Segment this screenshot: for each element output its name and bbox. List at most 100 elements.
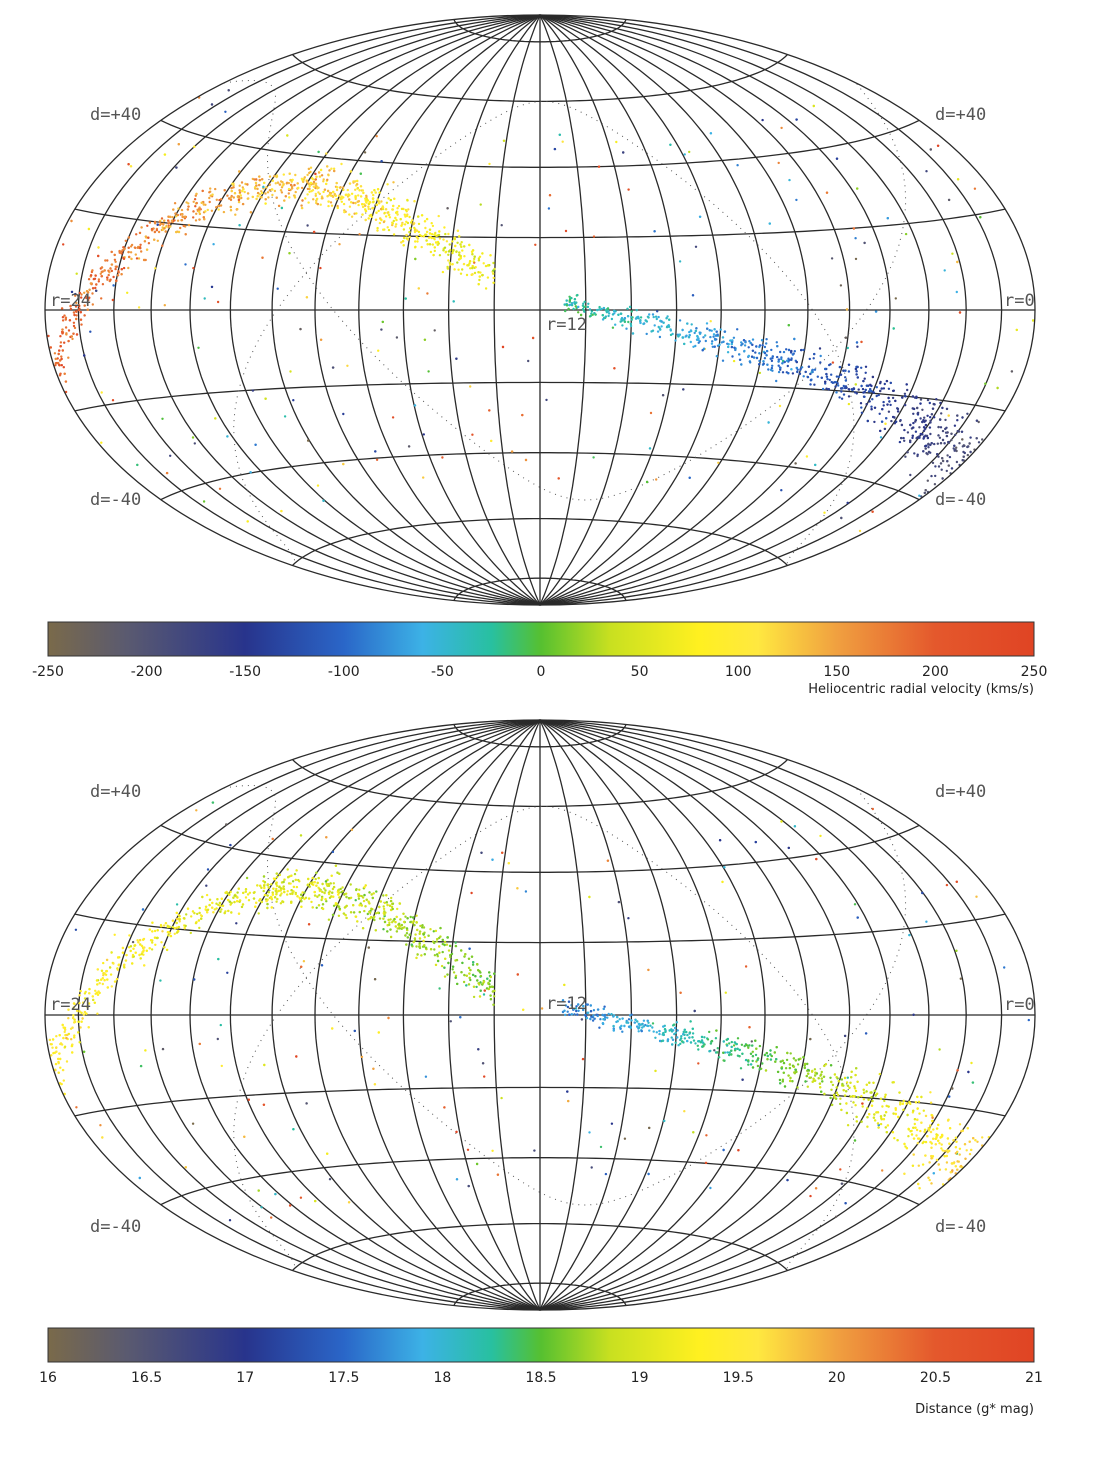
star-point	[321, 197, 324, 200]
star-point	[912, 1137, 916, 1140]
star-point	[325, 182, 328, 186]
star-point	[105, 969, 109, 973]
star-point	[758, 371, 762, 375]
star-point	[327, 200, 330, 203]
star-point	[976, 1140, 979, 1144]
star-point	[178, 920, 181, 923]
star-point	[286, 890, 289, 893]
star-point	[658, 1029, 661, 1033]
star-point	[443, 975, 447, 978]
star-point	[636, 315, 640, 319]
star-point	[973, 187, 977, 190]
star-point	[969, 436, 972, 439]
star-point	[79, 311, 83, 314]
star-point	[566, 1010, 569, 1013]
star-point	[946, 431, 949, 434]
star-point	[448, 944, 452, 948]
star-point	[688, 476, 691, 479]
star-point	[175, 911, 178, 915]
star-point	[468, 260, 472, 263]
star-point	[744, 341, 747, 344]
star-point	[89, 330, 92, 333]
star-point	[135, 257, 139, 260]
star-point	[778, 1078, 782, 1082]
star-point	[477, 1048, 480, 1051]
star-point	[868, 400, 871, 403]
star-point	[280, 191, 284, 194]
star-point	[831, 1083, 835, 1087]
star-point	[770, 348, 773, 352]
star-point	[244, 182, 247, 186]
star-point	[478, 275, 481, 278]
star-point	[343, 893, 346, 896]
star-point	[153, 230, 157, 234]
star-point	[155, 936, 159, 940]
star-point	[651, 313, 655, 316]
star-point	[780, 126, 783, 130]
star-point	[387, 228, 391, 232]
star-point	[479, 271, 482, 274]
star-point	[274, 889, 277, 893]
star-point	[869, 388, 872, 391]
star-point	[206, 868, 210, 871]
star-point	[939, 442, 943, 445]
star-point	[259, 196, 262, 199]
star-point	[887, 387, 891, 390]
star-point	[314, 192, 317, 196]
star-point	[220, 908, 223, 911]
star-point	[944, 1168, 948, 1171]
star-point	[854, 367, 858, 371]
star-point	[193, 912, 196, 915]
star-point	[72, 1006, 76, 1009]
velocity-map-grid	[45, 14, 1035, 606]
star-point	[593, 1017, 596, 1020]
star-point	[73, 313, 76, 317]
star-point	[452, 300, 455, 303]
star-point	[482, 993, 486, 996]
star-point	[212, 243, 215, 246]
star-point	[490, 439, 493, 443]
star-point	[791, 353, 795, 356]
star-point	[60, 307, 64, 310]
star-point	[62, 1026, 65, 1029]
star-point	[358, 233, 361, 236]
star-point	[572, 307, 575, 311]
star-point	[359, 195, 363, 198]
star-point	[356, 187, 359, 190]
star-point	[430, 222, 433, 225]
star-point	[898, 440, 902, 444]
star-point	[137, 257, 141, 260]
star-point	[459, 256, 462, 260]
star-point	[955, 949, 958, 952]
star-point	[579, 313, 583, 317]
star-point	[713, 328, 716, 331]
star-point	[88, 296, 91, 299]
star-point	[470, 955, 474, 958]
star-point	[933, 416, 936, 419]
star-point	[386, 930, 389, 933]
star-point	[574, 305, 577, 308]
star-point	[75, 317, 78, 321]
star-point	[315, 906, 318, 909]
star-point	[398, 902, 401, 905]
star-point	[268, 189, 272, 192]
star-point	[371, 207, 374, 210]
star-point	[106, 276, 109, 279]
star-point	[100, 266, 104, 269]
star-point	[906, 431, 910, 434]
star-point	[451, 263, 454, 266]
star-point	[219, 1023, 222, 1027]
star-point	[731, 339, 734, 342]
star-point	[294, 190, 297, 194]
star-point	[837, 375, 841, 378]
star-point	[290, 874, 293, 877]
star-point	[930, 413, 934, 416]
star-point	[376, 911, 380, 914]
star-point	[945, 1154, 948, 1158]
star-point	[284, 195, 287, 198]
star-point	[371, 197, 375, 200]
star-point	[842, 1084, 845, 1087]
star-point	[785, 1058, 789, 1062]
star-point	[409, 227, 412, 230]
star-point	[793, 350, 796, 353]
